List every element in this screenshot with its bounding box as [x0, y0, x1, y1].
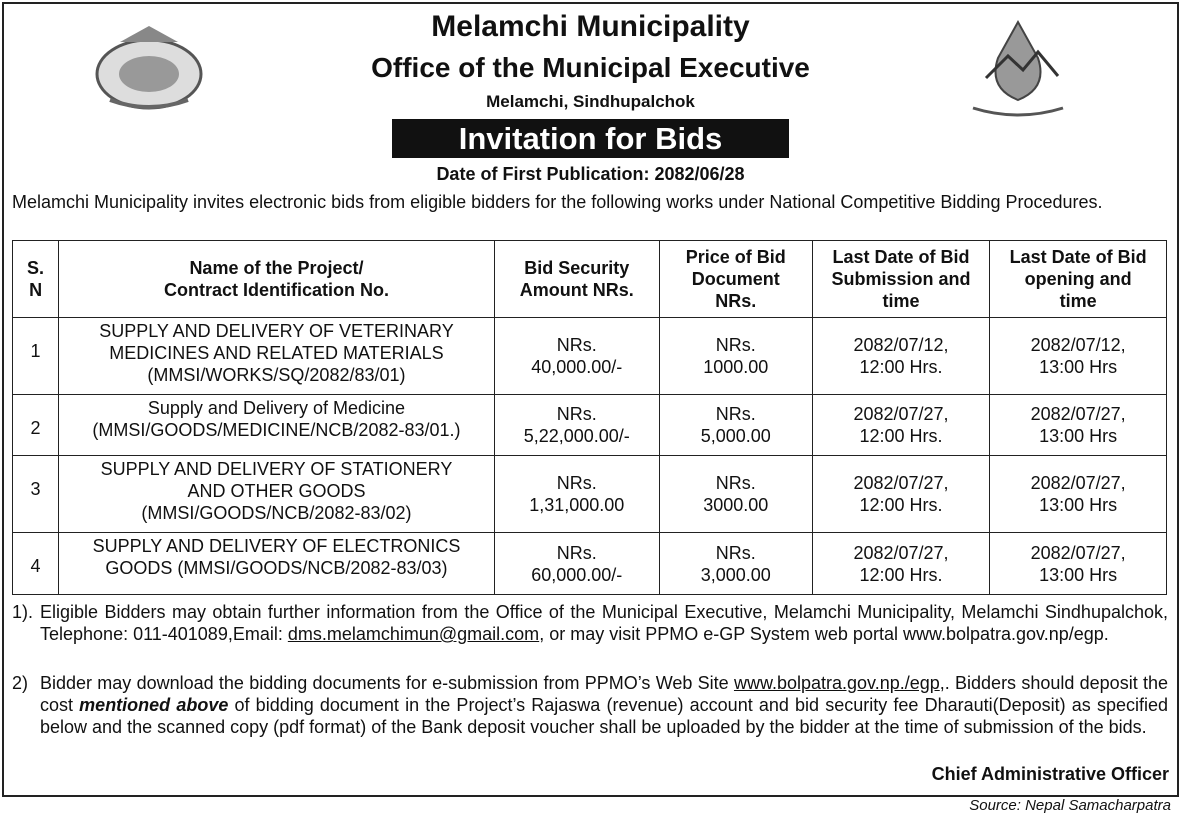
table-cell: NRs. 1,31,000.00: [493, 455, 660, 533]
email-link[interactable]: dms.melamchimun@gmail.com: [287, 624, 540, 644]
table-cell: 3: [11, 455, 60, 533]
text: Bidder may download the bidding document…: [40, 673, 734, 693]
municipality-logo: [972, 19, 1064, 117]
table-cell: NRs. 3000.00: [658, 455, 813, 533]
signature: Chief Administrative Officer: [931, 764, 1169, 784]
table-cell: 2082/07/27, 13:00 Hrs: [989, 394, 1167, 456]
table-cell: NRs. 60,000.00/-: [493, 532, 660, 595]
note-number: 2): [12, 673, 29, 693]
location: Melamchi, Sindhupalchok: [486, 92, 695, 111]
org-title: Melamchi Municipality: [431, 10, 750, 43]
frame: [2, 2, 1179, 797]
note: 2) Bidder may download the bidding docum…: [12, 672, 1168, 738]
table-row: 1 SUPPLY AND DELIVERY OF VETERINARY MEDIC…: [11, 317, 1167, 395]
table-cell: NRs. 40,000.00/-: [493, 317, 660, 395]
table-cell: SUPPLY AND DELIVERY OF VETERINARY MEDICI…: [58, 317, 495, 395]
emphasis: mentioned above: [79, 695, 229, 715]
text: ,. Bidders should deposit the cost: [40, 673, 1168, 715]
column-header: Price of Bid Document NRs.: [658, 240, 813, 318]
table-cell: 2082/07/27, 12:00 Hrs.: [811, 394, 991, 456]
table-row: 4 SUPPLY AND DELIVERY OF ELECTRONICS GOOD…: [11, 532, 1167, 595]
column-header: Bid Security Amount NRs.: [493, 240, 660, 318]
table-cell: NRs. 5,22,000.00/-: [493, 394, 660, 456]
table-cell: SUPPLY AND DELIVERY OF ELECTRONICS GOODS…: [58, 532, 495, 595]
note-number: 1).: [12, 602, 34, 622]
table-cell: 2082/07/12, 12:00 Hrs.: [811, 317, 991, 395]
table-cell: NRs. 1000.00: [658, 317, 813, 395]
column-header: Last Date of Bid Submission and time: [811, 240, 991, 318]
text: of bidding document in the Project’s Raj…: [40, 695, 1168, 737]
table-cell: 2082/07/27, 12:00 Hrs.: [811, 455, 991, 533]
emblem-logo: [95, 26, 203, 110]
table-cell: Supply and Delivery of Medicine (MMSI/GO…: [58, 394, 495, 456]
table-cell: 2082/07/27, 13:00 Hrs: [989, 455, 1167, 533]
column-header: S. N: [11, 240, 60, 318]
table-row: 3 SUPPLY AND DELIVERY OF STATIONERY AND O…: [11, 455, 1167, 533]
table-cell: NRs. 3,000.00: [658, 532, 813, 595]
column-header: Last Date of Bid opening and time: [989, 240, 1167, 318]
table-cell: 2082/07/27, 13:00 Hrs: [989, 532, 1167, 595]
banner: Invitation for Bids: [392, 119, 789, 158]
office-title: Office of the Municipal Executive: [371, 52, 810, 83]
intro: Melamchi Municipality invites electronic…: [12, 192, 1103, 212]
table-cell: 2: [11, 394, 60, 456]
table-cell: 1: [11, 317, 60, 395]
header-row: S. N Name of the Project/ Contract Identi…: [11, 240, 1167, 318]
note-text: Eligible Bidders may obtain further info…: [40, 601, 1168, 645]
publication-date: Date of First Publication: 2082/06/28: [436, 164, 745, 184]
table-cell: 4: [11, 532, 60, 595]
table-cell: SUPPLY AND DELIVERY OF STATIONERY AND OT…: [58, 455, 495, 533]
note: 1). Eligible Bidders may obtain further …: [12, 601, 1168, 645]
text: Eligible Bidders may obtain further info…: [40, 602, 1168, 644]
web-link[interactable]: www.bolpatra.gov.np./egp: [733, 673, 940, 693]
text: , or may visit PPMO e-GP System web port…: [539, 624, 1109, 644]
table-cell: 2082/07/27, 12:00 Hrs.: [811, 532, 991, 595]
table-cell: NRs. 5,000.00: [658, 394, 813, 456]
column-header: Name of the Project/ Contract Identifica…: [58, 240, 495, 318]
table-row: 2 Supply and Delivery of Medicine (MMSI/G…: [11, 394, 1167, 456]
note-text: Bidder may download the bidding document…: [40, 672, 1168, 738]
bid-table: S. N Name of the Project/ Contract Identi…: [11, 240, 1167, 595]
table-cell: 2082/07/12, 13:00 Hrs: [989, 317, 1167, 395]
source: Source: Nepal Samacharpatra: [969, 797, 1171, 814]
